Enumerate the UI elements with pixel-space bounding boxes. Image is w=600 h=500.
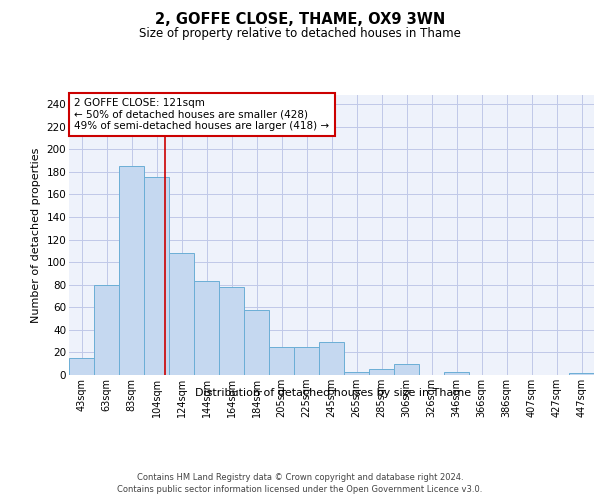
- Bar: [219, 287, 244, 375]
- Bar: [394, 364, 419, 375]
- Bar: [194, 282, 219, 375]
- Text: Contains HM Land Registry data © Crown copyright and database right 2024.: Contains HM Land Registry data © Crown c…: [137, 472, 463, 482]
- Bar: [119, 166, 144, 375]
- Bar: [94, 284, 119, 375]
- Text: Distribution of detached houses by size in Thame: Distribution of detached houses by size …: [195, 388, 471, 398]
- Text: Size of property relative to detached houses in Thame: Size of property relative to detached ho…: [139, 28, 461, 40]
- Bar: [169, 253, 194, 375]
- Text: 2, GOFFE CLOSE, THAME, OX9 3WN: 2, GOFFE CLOSE, THAME, OX9 3WN: [155, 12, 445, 28]
- Bar: [269, 347, 294, 375]
- Bar: [444, 372, 469, 375]
- Bar: [319, 342, 344, 375]
- Bar: [569, 372, 594, 375]
- Bar: [69, 358, 94, 375]
- Bar: [244, 310, 269, 375]
- Y-axis label: Number of detached properties: Number of detached properties: [31, 148, 41, 322]
- Text: 2 GOFFE CLOSE: 121sqm
← 50% of detached houses are smaller (428)
49% of semi-det: 2 GOFFE CLOSE: 121sqm ← 50% of detached …: [74, 98, 329, 131]
- Bar: [369, 370, 394, 375]
- Bar: [294, 347, 319, 375]
- Text: Contains public sector information licensed under the Open Government Licence v3: Contains public sector information licen…: [118, 485, 482, 494]
- Bar: [144, 178, 169, 375]
- Bar: [344, 372, 369, 375]
